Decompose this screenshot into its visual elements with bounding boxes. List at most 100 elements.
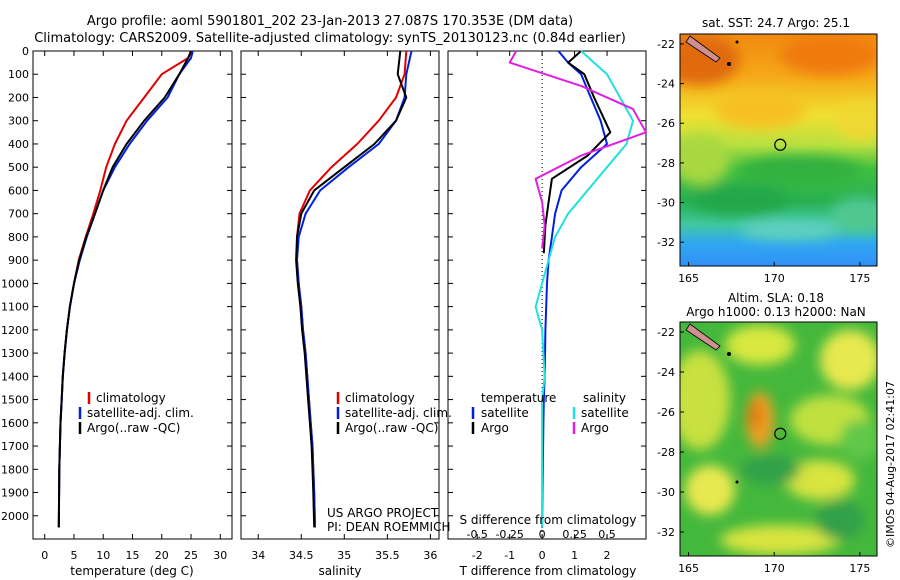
map-x-tick-label: 170 [764,272,785,285]
sst-map-title: sat. SST: 24.7 Argo: 25.1 [702,16,850,30]
x-tick-label-secondary: 0.5 [598,528,616,541]
imos-credit: ©IMOS 04-Aug-2017 02:41:07 [884,381,897,548]
map-x-tick-label: 175 [849,272,870,285]
series-line-temperature-argo [542,50,612,254]
map-x-tick-label: 170 [764,562,785,575]
legend-title-salinity: salinity [583,391,626,405]
depth-tick-label: 200 [8,91,29,104]
map-axis-ticks: 165 170 175 -22 -24 -26 -28 -30 -32 165 170 175 -22 -… [657,38,870,575]
series-line-salinity-argo [508,50,647,249]
figure-title-line2: Climatology: CARS2009. Satellite-adjuste… [34,31,626,46]
legend-label-argo: Argo(..raw -QC) [345,421,438,435]
x-tick-label: 30 [213,549,227,562]
depth-tick-label: 1300 [1,347,29,360]
map-y-tick-label: -26 [657,117,675,130]
depth-tick-label: 1400 [1,370,29,383]
depth-tick-label: 1900 [1,487,29,500]
legend-label-s-satellite: satellite [581,406,629,420]
island-marker [727,352,731,356]
depth-tick-label: 1600 [1,417,29,430]
temperature-xlabel: temperature (deg C) [70,564,193,578]
x-tick-label-secondary: -0.25 [495,528,523,541]
series-line-climatology [57,50,194,528]
depth-tick-label: 800 [8,231,29,244]
sst-map-image [680,34,877,266]
map-y-tick-label: -32 [657,526,675,539]
depth-tick-label: 1200 [1,324,29,337]
x-tick-label: 35 [337,549,351,562]
sla-map-title-line1: Altim. SLA: 0.18 [728,291,824,305]
project-label: US ARGO PROJECT [327,506,439,520]
depth-tick-label: 500 [8,161,29,174]
sst-map-frame [679,33,878,267]
temperature-axes-frame [32,50,233,540]
map-y-tick-label: -22 [657,326,675,339]
salinity-xlabel: salinity [318,564,361,578]
legend-title-temperature: temperature [481,391,556,405]
sla-map-image [680,322,877,556]
x-tick-label: -2 [472,549,483,562]
x-tick-label-secondary: -0.5 [466,528,487,541]
island-marker [735,40,739,44]
x-tick-label: 10 [96,549,110,562]
legend-label-climatology: climatology [96,391,166,405]
legend-label-satellite: satellite-adj. clim. [345,406,452,420]
map-y-tick-label: -28 [657,157,675,170]
depth-tick-label: 900 [8,254,29,267]
sla-profile-location-marker [774,427,787,440]
sst-profile-location-marker [774,138,787,151]
legend-label-argo: Argo(..raw -QC) [87,421,180,435]
depth-tick-label: 2000 [1,510,29,523]
map-y-tick-label: -28 [657,446,675,459]
salinity-axes-frame [240,50,440,540]
depth-tick-label: 600 [8,184,29,197]
x-tick-label: 2 [604,549,611,562]
difference-axes-frame [447,50,647,540]
sla-map-title-line2: Argo h1000: 0.13 h2000: NaN [686,305,866,319]
new-caledonia-landmass [685,35,721,63]
pi-label: PI: DEAN ROEMMICH [327,520,450,534]
sla-map-frame [679,321,878,557]
x-tick-label: 0 [41,549,48,562]
depth-tick-label: 0 [22,45,29,58]
legend-label-t-satellite: satellite [481,406,529,420]
depth-tick-label: 400 [8,138,29,151]
figure-title-line1: Argo profile: aoml 5901801_202 23-Jan-20… [87,14,573,29]
salinity-legend: climatology satellite-adj. clim. Argo(..… [336,391,452,435]
legend-label-satellite: satellite-adj. clim. [87,406,194,420]
legend-label-s-argo: Argo [581,421,609,435]
x-tick-label-secondary: 0 [539,528,546,541]
series-line-salinity-satellite [534,50,634,528]
legend-label-climatology: climatology [345,391,415,405]
new-caledonia-landmass [685,323,721,351]
x-tick-label: 20 [155,549,169,562]
map-y-tick-label: -32 [657,236,675,249]
x-tick-label: -1 [504,549,515,562]
x-tick-label: 1 [571,549,578,562]
series-line-temperature-satellite [541,50,608,528]
x-tick-label: 36 [423,549,437,562]
depth-tick-label: 1800 [1,463,29,476]
s-difference-xlabel: S difference from climatology [460,513,637,527]
depth-tick-label: 100 [8,68,29,81]
x-tick-label: 25 [184,549,198,562]
x-tick-label: 34.5 [289,549,314,562]
depth-tick-label: 300 [8,115,29,128]
depth-tick-label: 1500 [1,394,29,407]
depth-tick-label: 1100 [1,301,29,314]
series-line-argo-raw-qc- [295,50,408,528]
x-tick-label: 15 [126,549,140,562]
map-x-tick-label: 165 [678,272,699,285]
map-y-tick-label: -30 [657,197,675,210]
x-tick-label: 5 [70,549,77,562]
map-x-tick-label: 175 [849,562,870,575]
x-tick-label: 35.5 [375,549,400,562]
island-marker [727,62,731,66]
depth-tick-label: 1700 [1,440,29,453]
depth-tick-label: 700 [8,208,29,221]
x-tick-label: 34 [251,549,265,562]
map-y-tick-label: -22 [657,38,675,51]
map-y-tick-label: -26 [657,406,675,419]
island-marker [735,480,739,484]
